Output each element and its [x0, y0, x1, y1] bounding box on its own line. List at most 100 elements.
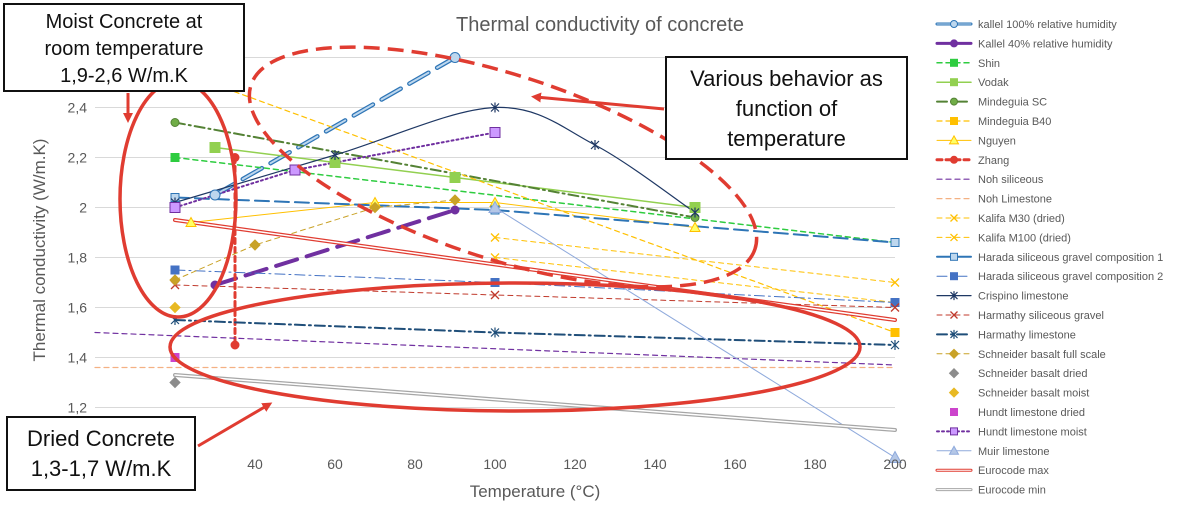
series-line-inner	[174, 219, 896, 321]
data-point	[490, 102, 500, 113]
data-point	[450, 205, 460, 215]
y-tick-label: 2,2	[68, 150, 88, 166]
legend-label: Mindeguia B40	[978, 116, 1051, 128]
x-tick-label: 60	[327, 456, 343, 472]
legend-swatch-marker	[950, 408, 958, 416]
legend-swatch-marker	[948, 367, 960, 379]
legend-label: kallel 100% relative humidity	[978, 19, 1117, 31]
legend-label: Schneider basalt dried	[978, 368, 1087, 380]
callout-line: 1,3-1,7 W/m.K	[30, 456, 172, 481]
legend-label: Vodak	[978, 77, 1009, 89]
legend-label: Shin	[978, 58, 1000, 70]
series-line-stroke	[174, 319, 896, 346]
legend-label: Noh siliceous	[978, 174, 1044, 186]
data-point	[369, 201, 381, 214]
legend-label: Harmathy limestone	[978, 329, 1076, 341]
series-line	[173, 373, 897, 432]
series-line-stroke	[494, 237, 896, 283]
dried-concrete-ellipse	[168, 281, 862, 413]
series-line-stroke	[494, 207, 896, 458]
legend: kallel 100% relative humidity Kallel 40% …	[935, 19, 1163, 497]
x-tick-label: 120	[563, 456, 587, 472]
data-point	[330, 150, 340, 160]
series-line	[190, 202, 696, 228]
data-point	[890, 298, 900, 307]
y-tick-label: 2,4	[68, 100, 88, 116]
series-line	[213, 208, 457, 287]
x-axis-title: Temperature (°C)	[470, 482, 601, 501]
series-line	[174, 269, 896, 303]
data-point	[689, 221, 701, 232]
series-line-stroke	[190, 202, 696, 228]
data-point	[185, 216, 197, 227]
series-line-stroke	[174, 131, 496, 209]
series-line	[494, 257, 896, 303]
y-tick-label: 1,6	[68, 300, 88, 316]
series-line	[174, 199, 456, 281]
data-point	[289, 164, 301, 176]
data-point	[890, 238, 900, 247]
legend-swatch-marker	[950, 117, 958, 125]
legend-label: Harada siliceous gravel composition 2	[978, 271, 1163, 283]
series-line	[174, 106, 696, 214]
data-point	[249, 239, 261, 251]
legend-swatch-marker	[948, 134, 960, 145]
series-line-stroke	[213, 208, 457, 287]
callout-line: Various behavior as	[690, 66, 883, 91]
legend-label: Eurocode min	[978, 485, 1046, 497]
series-line-stroke	[494, 257, 896, 303]
legend-swatch-marker	[948, 445, 960, 455]
legend-swatch-marker	[950, 291, 958, 301]
data-point	[169, 376, 181, 389]
legend-label: Schneider basalt moist	[978, 388, 1089, 400]
legend-swatch-marker	[948, 348, 960, 360]
series-line-stroke	[174, 269, 896, 303]
y-axis-title: Thermal conductivity (W/m.K)	[30, 139, 49, 362]
callout-line: Dried Concrete	[27, 426, 175, 451]
legend-swatch-marker	[950, 214, 958, 222]
data-point	[169, 202, 181, 213]
data-point	[449, 52, 461, 63]
legend-label: Harada siliceous gravel composition 1	[978, 252, 1163, 264]
x-tick-label: 160	[723, 456, 747, 472]
legend-swatch-marker	[950, 311, 958, 319]
legend-label: Mindeguia SC	[978, 97, 1047, 109]
series-line	[174, 131, 496, 209]
data-point	[170, 265, 180, 275]
various-behavior-ellipse	[247, 45, 759, 289]
legend-swatch-marker	[950, 233, 958, 242]
legend-label: Muir limestone	[978, 446, 1050, 458]
legend-label: Nguyen	[978, 135, 1016, 147]
data-point	[169, 301, 181, 314]
dried-concrete-callout: Dried Concrete 1,3-1,7 W/m.K	[6, 416, 196, 491]
x-tick-label: 180	[803, 456, 827, 472]
data-point	[209, 189, 221, 201]
series-line	[494, 207, 896, 458]
legend-swatch-marker	[950, 272, 958, 281]
legend-swatch-marker	[950, 252, 958, 261]
series-line	[94, 331, 896, 366]
series-line	[214, 146, 696, 209]
data-point	[890, 340, 900, 350]
data-point	[690, 207, 700, 218]
legend-label: Noh Limestone	[978, 194, 1052, 206]
x-tick-label: 100	[483, 456, 507, 472]
series-line	[494, 237, 896, 283]
legend-swatch-marker	[950, 20, 958, 28]
legend-swatch-marker	[950, 97, 958, 106]
data-point	[230, 340, 240, 350]
legend-swatch-marker	[950, 155, 958, 164]
data-point	[890, 328, 900, 337]
legend-swatch-marker	[950, 39, 958, 48]
y-tick-label: 1,4	[68, 350, 88, 366]
x-tick-label: 40	[247, 456, 263, 472]
various-arrow	[531, 92, 665, 111]
chart-title: Thermal conductivity of concrete	[456, 14, 744, 36]
callout-line: function of	[735, 96, 838, 121]
legend-swatch-marker	[950, 58, 958, 67]
legend-label: Eurocode max	[978, 465, 1049, 477]
data-point	[490, 233, 500, 242]
data-point	[490, 290, 500, 300]
series-line-inner	[214, 56, 456, 196]
dried-arrow	[197, 402, 273, 448]
